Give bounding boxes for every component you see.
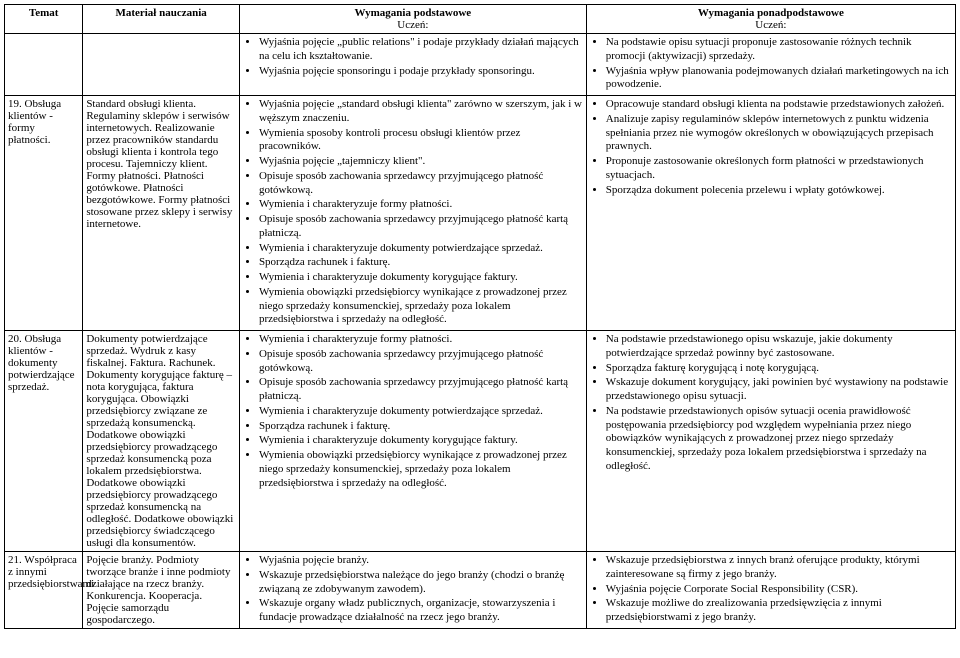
list-item: Na podstawie przedstawionego opisu wskaz… xyxy=(606,333,952,361)
header-podstawowe: Wymagania podstawowe Uczeń: xyxy=(239,5,586,34)
list-item: Opisuje sposób zachowania sprzedawcy prz… xyxy=(259,170,583,198)
list-item: Wskazuje możliwe do zrealizowania przeds… xyxy=(606,597,952,625)
list-item: Wyjaśnia pojęcie „standard obsługi klien… xyxy=(259,98,583,126)
list-item: Wskazuje przedsiębiorstwa należące do je… xyxy=(259,569,583,597)
cell-material: Dokumenty potwierdzające sprzedaż. Wydru… xyxy=(83,331,240,552)
cell-ponad: Opracowuje standard obsługi klienta na p… xyxy=(586,96,955,331)
cell-material xyxy=(83,34,240,96)
list-item: Wymienia i charakteryzuje dokumenty potw… xyxy=(259,405,583,419)
cell-podstawowe: Wyjaśnia pojęcie branży.Wskazuje przedsi… xyxy=(239,552,586,629)
header-podstawowe-label: Wymagania podstawowe xyxy=(355,7,472,19)
header-material: Materiał nauczania xyxy=(83,5,240,34)
list-item: Wskazuje przedsiębiorstwa z innych branż… xyxy=(606,554,952,582)
cell-temat: 21. Współpraca z innymi przedsiębiorstwa… xyxy=(5,552,83,629)
list-item: Wymienia i charakteryzuje formy płatnośc… xyxy=(259,198,583,212)
cell-temat xyxy=(5,34,83,96)
header-row: Temat Materiał nauczania Wymagania podst… xyxy=(5,5,956,34)
header-ponad: Wymagania ponadpodstawowe Uczeń: xyxy=(586,5,955,34)
list-item: Wyjaśnia pojęcie Corporate Social Respon… xyxy=(606,583,952,597)
list-item: Sporządza rachunek i fakturę. xyxy=(259,256,583,270)
cell-material: Standard obsługi klienta. Regulaminy skl… xyxy=(83,96,240,331)
cell-podstawowe: Wyjaśnia pojęcie „public relations" i po… xyxy=(239,34,586,96)
list-item: Wyjaśnia pojęcie branży. xyxy=(259,554,583,568)
list-item: Proponuje zastosowanie określonych form … xyxy=(606,155,952,183)
list-item: Wymienia i charakteryzuje dokumenty kory… xyxy=(259,434,583,448)
list-item: Wymienia obowiązki przedsiębiorcy wynika… xyxy=(259,286,583,327)
list-item: Wymienia i charakteryzuje dokumenty kory… xyxy=(259,271,583,285)
list-item: Wymienia sposoby kontroli procesu obsług… xyxy=(259,127,583,155)
list-item: Wskazuje dokument korygujący, jaki powin… xyxy=(606,376,952,404)
list-item: Sporządza rachunek i fakturę. xyxy=(259,420,583,434)
list-item: Opracowuje standard obsługi klienta na p… xyxy=(606,98,952,112)
list-item: Wskazuje organy władz publicznych, organ… xyxy=(259,597,583,625)
table-row: 20. Obsługa klientów - dokumenty potwier… xyxy=(5,331,956,552)
list-item: Wymienia i charakteryzuje dokumenty potw… xyxy=(259,242,583,256)
cell-ponad: Wskazuje przedsiębiorstwa z innych branż… xyxy=(586,552,955,629)
list-item: Na podstawie opisu sytuacji proponuje za… xyxy=(606,36,952,64)
cell-temat: 19. Obsługa klientów - formy płatności. xyxy=(5,96,83,331)
list-item: Na podstawie przedstawionych opisów sytu… xyxy=(606,405,952,474)
list-item: Sporządza dokument polecenia przelewu i … xyxy=(606,184,952,198)
list-item: Wyjaśnia pojęcie „public relations" i po… xyxy=(259,36,583,64)
cell-temat: 20. Obsługa klientów - dokumenty potwier… xyxy=(5,331,83,552)
list-item: Sporządza fakturę korygującą i notę kory… xyxy=(606,362,952,376)
header-podstawowe-sub: Uczeń: xyxy=(397,19,428,31)
cell-podstawowe: Wyjaśnia pojęcie „standard obsługi klien… xyxy=(239,96,586,331)
list-item: Wyjaśnia pojęcie „tajemniczy klient". xyxy=(259,155,583,169)
cell-ponad: Na podstawie przedstawionego opisu wskaz… xyxy=(586,331,955,552)
cell-material: Pojęcie branży. Podmioty tworzące branże… xyxy=(83,552,240,629)
list-item: Wymienia i charakteryzuje formy płatnośc… xyxy=(259,333,583,347)
header-temat: Temat xyxy=(5,5,83,34)
list-item: Analizuje zapisy regulaminów sklepów int… xyxy=(606,113,952,154)
list-item: Opisuje sposób zachowania sprzedawcy prz… xyxy=(259,348,583,376)
list-item: Opisuje sposób zachowania sprzedawcy prz… xyxy=(259,376,583,404)
table-row: 21. Współpraca z innymi przedsiębiorstwa… xyxy=(5,552,956,629)
header-ponad-label: Wymagania ponadpodstawowe xyxy=(698,7,844,19)
cell-podstawowe: Wymienia i charakteryzuje formy płatnośc… xyxy=(239,331,586,552)
curriculum-table: Temat Materiał nauczania Wymagania podst… xyxy=(4,4,956,629)
list-item: Wyjaśnia wpływ planowania podejmowanych … xyxy=(606,65,952,93)
list-item: Wymienia obowiązki przedsiębiorcy wynika… xyxy=(259,449,583,490)
list-item: Wyjaśnia pojęcie sponsoringu i podaje pr… xyxy=(259,65,583,79)
list-item: Opisuje sposób zachowania sprzedawcy prz… xyxy=(259,213,583,241)
header-ponad-sub: Uczeń: xyxy=(755,19,786,31)
cell-ponad: Na podstawie opisu sytuacji proponuje za… xyxy=(586,34,955,96)
table-row: 19. Obsługa klientów - formy płatności.S… xyxy=(5,96,956,331)
table-row: Wyjaśnia pojęcie „public relations" i po… xyxy=(5,34,956,96)
